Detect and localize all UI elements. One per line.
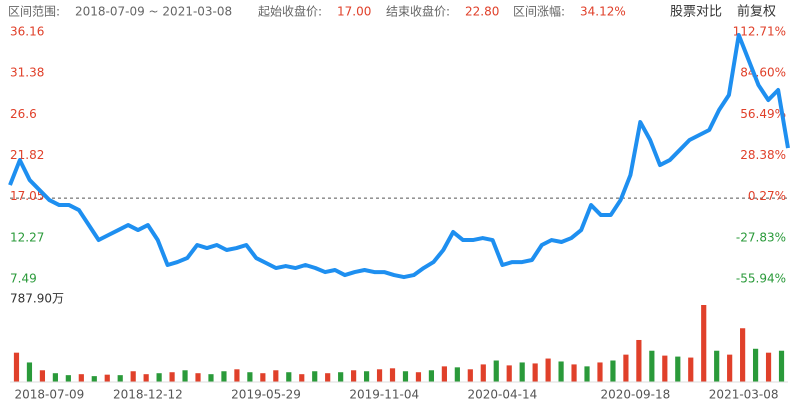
volume-bar <box>351 370 357 382</box>
y-tick-label: 36.16 <box>10 25 44 39</box>
volume-bar <box>78 374 84 382</box>
volume-bar <box>467 369 473 382</box>
start-label: 起始收盘价: <box>258 4 322 19</box>
y2-tick-label: -55.94% <box>736 272 786 286</box>
volume-bar <box>493 360 499 382</box>
volume-bar <box>182 370 188 382</box>
volume-bar <box>441 366 447 382</box>
volume-bar <box>247 372 253 382</box>
volume-bar <box>117 375 123 382</box>
volume-bar <box>752 348 759 382</box>
volume-bar <box>338 372 344 382</box>
end-label: 结束收盘价: <box>386 4 450 19</box>
x-tick-label: 2020-04-14 <box>468 388 538 402</box>
volume-bar <box>299 374 305 382</box>
volume-bar <box>675 356 681 382</box>
volume-bar <box>649 350 655 382</box>
end-price: 22.80 <box>465 5 499 19</box>
change-label: 区间涨幅: <box>513 4 565 19</box>
volume-bar <box>415 372 422 382</box>
volume-bar <box>584 366 590 382</box>
volume-bar <box>260 373 266 382</box>
volume-bar <box>428 370 435 382</box>
volume-bar <box>389 368 396 382</box>
change: 34.12% <box>580 5 626 19</box>
price-line <box>8 32 790 280</box>
volume-bar <box>714 350 720 382</box>
y-tick-label: 12.27 <box>10 230 44 244</box>
volume-bar <box>325 373 331 382</box>
y-tick-label: 31.38 <box>10 66 44 80</box>
volume-bar <box>545 358 551 382</box>
volume-bar <box>39 370 46 382</box>
volume-bar <box>104 374 110 382</box>
volume-bar <box>480 364 486 382</box>
y2-tick-label: 56.49% <box>740 107 786 121</box>
volume-bar <box>234 369 240 382</box>
volume-bar <box>571 364 577 382</box>
x-tick-label: 2020-09-18 <box>600 388 670 402</box>
volume-bar <box>701 305 707 382</box>
volume-bar <box>623 354 629 382</box>
start-price: 17.00 <box>337 5 371 19</box>
volume-bar <box>740 328 746 382</box>
volume-bar <box>273 370 279 382</box>
volume-bar <box>778 350 785 382</box>
y2-tick-label: -27.83% <box>736 230 786 244</box>
y2-tick-label: 112.71% <box>733 25 786 39</box>
volume-bar <box>208 374 214 382</box>
x-tick-label: 2018-12-12 <box>113 388 183 402</box>
volume-bar <box>363 371 370 382</box>
volume-bar <box>52 373 58 382</box>
volume-bar <box>195 373 201 382</box>
range: 2018-07-09 ~ 2021-03-08 <box>75 5 232 19</box>
header: 区间范围: 2018-07-09 ~ 2021-03-08 起始收盘价: 17.… <box>8 4 776 20</box>
compare-button[interactable]: 股票对比 <box>670 5 722 20</box>
y-tick-label: 26.6 <box>10 107 37 121</box>
volume-bar <box>13 352 20 382</box>
x-tick-label: 2019-11-04 <box>349 388 419 402</box>
y2-tick-label: 28.38% <box>740 148 786 162</box>
y-tick-label: 7.49 <box>10 272 37 286</box>
x-tick-label: 2019-05-29 <box>231 388 301 402</box>
x-tick-label: 2018-07-09 <box>15 388 85 402</box>
volume-bar <box>286 372 292 382</box>
adjust-button[interactable]: 前复权 <box>737 4 776 20</box>
volume-bar <box>636 339 642 382</box>
y2-tick-label: 84.60% <box>740 66 786 80</box>
volume-bar <box>597 362 603 382</box>
volume-bar <box>169 372 175 382</box>
volume-bar <box>506 365 512 382</box>
volume-tick-label: 787.90万 <box>10 292 64 306</box>
volume-bar <box>221 371 227 382</box>
volume-bar <box>688 357 694 382</box>
volume-bar <box>91 376 97 382</box>
volume-bar <box>130 371 136 382</box>
volume-bar <box>765 352 772 382</box>
y2-tick-label: 0.27% <box>748 189 786 203</box>
x-tick-label: 2021-03-08 <box>709 388 779 402</box>
volume-bar <box>376 369 383 382</box>
y-tick-label: 17.05 <box>10 189 44 203</box>
volume-bar <box>610 360 616 382</box>
volume-bar <box>558 361 564 382</box>
volume-bar <box>143 374 149 382</box>
range-label: 区间范围: <box>8 5 60 19</box>
y-tick-label: 21.82 <box>10 148 44 162</box>
volume-bar <box>519 362 525 382</box>
volume-bar <box>402 371 409 382</box>
volume-bar <box>532 363 538 382</box>
volume-bar <box>727 354 733 382</box>
volume-bar <box>65 375 71 382</box>
volume-bar <box>312 371 318 382</box>
volume-bar <box>662 355 668 382</box>
volume-bar <box>26 362 33 382</box>
volume-bar <box>156 373 162 382</box>
volume-bar <box>454 367 460 382</box>
